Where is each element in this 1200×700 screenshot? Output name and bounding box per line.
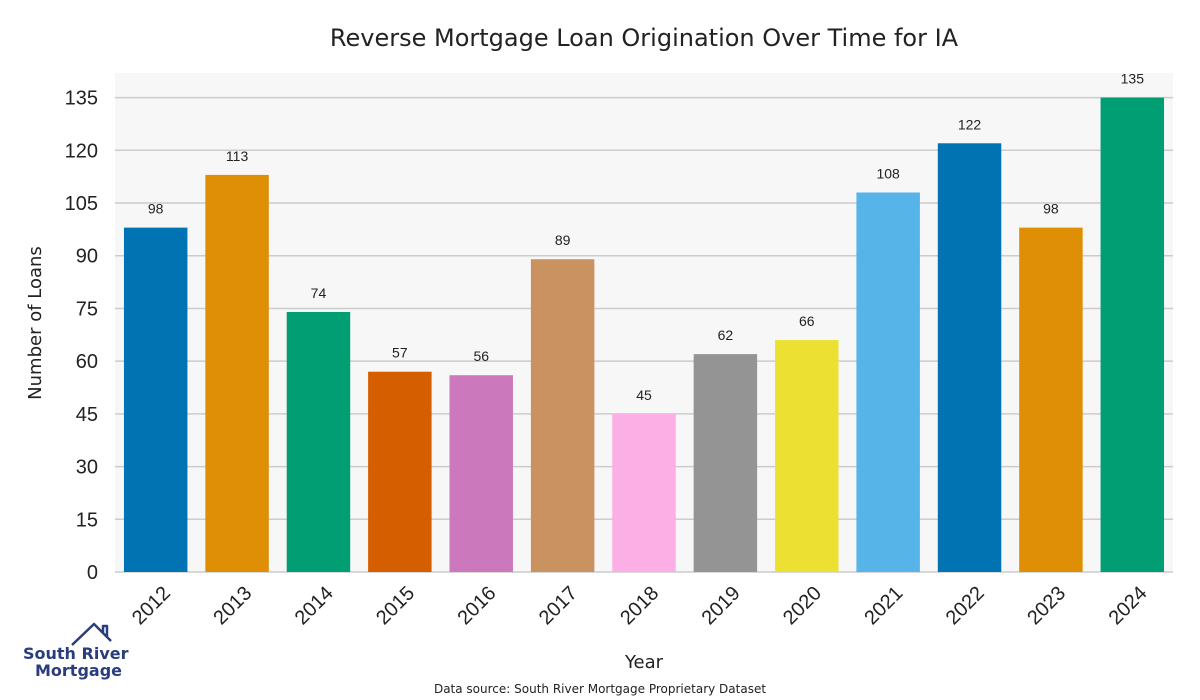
house-roof-icon — [71, 622, 112, 646]
data-label-2020: 66 — [799, 313, 815, 329]
y-tick-label: 120 — [65, 140, 98, 162]
logo-line-2: Mortgage — [35, 661, 122, 680]
x-tick-label-2019: 2019 — [698, 582, 745, 629]
y-tick-label: 15 — [76, 509, 98, 531]
y-axis-ticks: 0 15 30 45 60 75 90 105 120 135 — [65, 88, 98, 584]
bar-2014 — [286, 311, 351, 572]
x-tick-label-2020: 2020 — [779, 582, 826, 629]
data-label-2013: 113 — [226, 148, 249, 164]
data-label-2022: 122 — [958, 116, 982, 132]
x-tick-label-2014: 2014 — [291, 582, 338, 629]
data-label-2019: 62 — [718, 327, 734, 343]
y-tick-label: 90 — [76, 246, 98, 268]
bar-2017 — [530, 259, 595, 572]
data-label-2024: 135 — [1121, 71, 1145, 87]
data-label-2023: 98 — [1043, 201, 1059, 217]
bar-2015 — [368, 371, 432, 572]
x-tick-label-2017: 2017 — [535, 582, 582, 629]
data-label-2021: 108 — [876, 165, 900, 181]
x-tick-label-2018: 2018 — [616, 582, 663, 629]
x-tick-label-2021: 2021 — [860, 582, 907, 629]
company-logo: South River Mortgage — [23, 622, 129, 680]
x-tick-label-2012: 2012 — [128, 582, 175, 629]
bar-2012 — [123, 227, 188, 572]
y-tick-label: 0 — [87, 562, 98, 584]
y-tick-label: 45 — [76, 404, 98, 426]
data-label-2018: 45 — [636, 387, 652, 403]
chart-title: Reverse Mortgage Loan Origination Over T… — [330, 24, 959, 52]
bar-2022 — [937, 143, 1002, 573]
x-tick-label-2016: 2016 — [453, 582, 500, 629]
data-labels: 98 113 74 57 56 89 45 62 66 108 122 98 135 — [148, 71, 1144, 403]
y-axis-label: Number of Loans — [25, 246, 46, 400]
data-label-2017: 89 — [555, 232, 571, 248]
data-label-2016: 56 — [473, 348, 489, 364]
x-tick-label-2015: 2015 — [372, 582, 419, 629]
bar-2023 — [1019, 227, 1083, 572]
y-tick-label: 60 — [76, 351, 98, 373]
data-label-2012: 98 — [148, 201, 164, 217]
logo-line-1: South River — [23, 644, 129, 663]
bar-2020 — [775, 340, 839, 572]
x-tick-label-2023: 2023 — [1023, 582, 1070, 629]
data-label-2014: 74 — [311, 285, 327, 301]
data-label-2015: 57 — [392, 345, 408, 361]
bar-2018 — [612, 413, 676, 572]
data-source-note: Data source: South River Mortgage Propri… — [434, 682, 766, 696]
bar-2021 — [856, 192, 920, 572]
x-tick-label-2022: 2022 — [942, 582, 989, 629]
x-axis-label: Year — [624, 652, 664, 673]
x-axis-ticks: 2012 2013 2014 2015 2016 2017 2018 2019 2020 2021… — [128, 582, 1152, 629]
bar-2016 — [449, 375, 513, 572]
x-tick-label-2013: 2013 — [209, 582, 256, 629]
y-tick-label: 135 — [65, 88, 98, 110]
x-tick-label-2024: 2024 — [1105, 582, 1152, 629]
y-tick-label: 75 — [76, 298, 98, 320]
bar-2024 — [1100, 97, 1165, 572]
bar-2013 — [205, 174, 269, 572]
bar-2019 — [693, 354, 758, 572]
bars — [123, 97, 1165, 573]
y-tick-label: 105 — [65, 193, 98, 215]
y-tick-label: 30 — [76, 457, 98, 479]
